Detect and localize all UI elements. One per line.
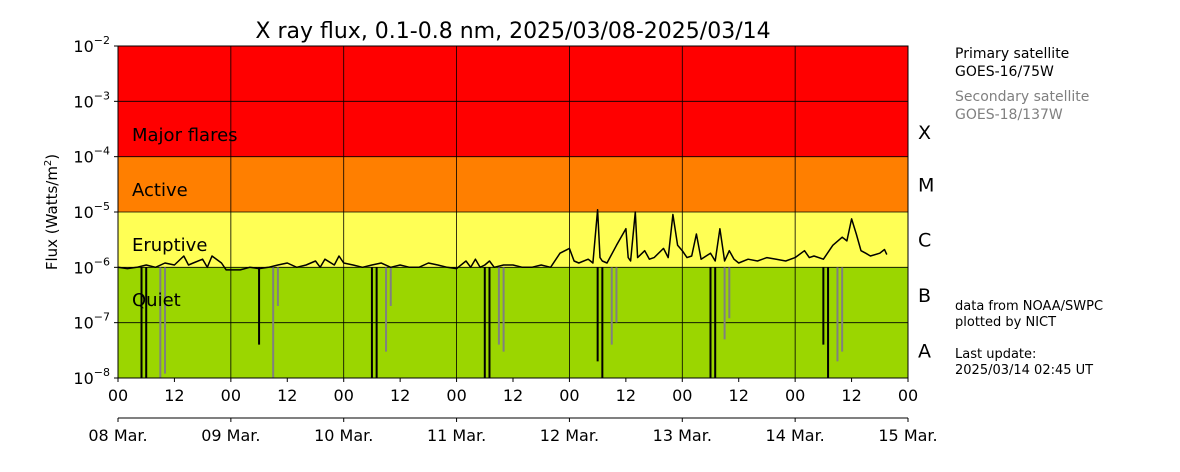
credit-data-source: data from NOAA/SWPC <box>955 299 1104 314</box>
y-tick-label-4: 10−4 <box>73 145 110 167</box>
band-1 <box>118 156 908 212</box>
y-tick-exp-0: −8 <box>94 366 110 379</box>
class-label-3: B <box>918 285 931 307</box>
y-tick-base-3: 10 <box>73 203 93 222</box>
y-tick-label-3: 10−5 <box>73 200 110 222</box>
x-tick-label-3: 12 <box>277 386 297 405</box>
y-tick-base-4: 10 <box>73 148 93 167</box>
x-tick-label-2: 00 <box>221 386 241 405</box>
x-tick-label-12: 00 <box>785 386 805 405</box>
band-label-2: Eruptive <box>132 235 207 256</box>
class-label-0: X <box>918 122 931 144</box>
x-tick-label-4: 00 <box>334 386 354 405</box>
date-label-0: 08 Mar. <box>88 426 147 445</box>
y-tick-label-1: 10−7 <box>73 311 110 333</box>
axis-labels: Major flaresActiveEruptiveQuietXMCBA10−8… <box>73 34 937 445</box>
date-label-6: 14 Mar. <box>766 426 825 445</box>
series-0-line <box>117 208 888 271</box>
x-tick-label-14: 00 <box>898 386 918 405</box>
secondary-satellite-name: GOES-18/137W <box>955 107 1063 123</box>
x-tick-label-10: 00 <box>672 386 692 405</box>
date-label-3: 11 Mar. <box>427 426 486 445</box>
band-label-0: Major flares <box>132 125 238 146</box>
chart-title: X ray flux, 0.1-0.8 nm, 2025/03/08-2025/… <box>255 19 770 44</box>
y-tick-exp-2: −6 <box>94 255 110 268</box>
x-tick-label-13: 12 <box>841 386 861 405</box>
y-tick-exp-1: −7 <box>94 311 110 324</box>
y-tick-label-0: 10−8 <box>73 366 110 388</box>
y-tick-exp-3: −5 <box>94 200 110 213</box>
y-axis-label-sup: 2 <box>43 160 54 166</box>
y-tick-base-2: 10 <box>73 258 93 277</box>
y-tick-label-5: 10−3 <box>73 89 110 111</box>
y-tick-base-1: 10 <box>73 314 93 333</box>
credit-plotted-by: plotted by NICT <box>955 315 1057 330</box>
date-label-7: 15 Mar. <box>878 426 937 445</box>
x-tick-label-6: 00 <box>446 386 466 405</box>
class-label-1: M <box>918 174 934 196</box>
date-label-2: 10 Mar. <box>314 426 373 445</box>
y-axis-label: Flux (Watts/m2) <box>43 154 61 270</box>
x-tick-label-5: 12 <box>390 386 410 405</box>
x-tick-label-9: 12 <box>616 386 636 405</box>
date-label-5: 13 Mar. <box>653 426 712 445</box>
band-2 <box>118 212 908 268</box>
last-update-label: Last update: <box>955 347 1037 362</box>
y-tick-exp-5: −3 <box>94 89 110 102</box>
y-tick-label-6: 10−2 <box>73 34 110 56</box>
x-tick-label-1: 12 <box>164 386 184 405</box>
primary-satellite-name: GOES-16/75W <box>955 64 1054 80</box>
x-tick-label-8: 00 <box>559 386 579 405</box>
x-tick-label-7: 12 <box>503 386 523 405</box>
grid-lines <box>118 46 908 378</box>
y-tick-exp-6: −2 <box>94 34 110 47</box>
y-axis-label-main: Flux (Watts/m <box>43 166 61 270</box>
class-label-4: A <box>918 340 931 362</box>
class-label-2: C <box>918 230 931 252</box>
y-tick-base-6: 10 <box>73 37 93 56</box>
band-label-3: Quiet <box>132 290 181 311</box>
y-tick-exp-4: −4 <box>94 145 110 158</box>
y-axis-label-end: ) <box>43 154 61 160</box>
primary-satellite-title: Primary satellite <box>955 46 1070 62</box>
y-tick-base-0: 10 <box>73 369 93 388</box>
x-tick-label-11: 12 <box>729 386 749 405</box>
date-label-4: 12 Mar. <box>540 426 599 445</box>
x-tick-label-0: 00 <box>108 386 128 405</box>
y-tick-label-2: 10−6 <box>73 255 110 277</box>
flux-series <box>117 208 888 378</box>
secondary-satellite-title: Secondary satellite <box>955 89 1090 105</box>
date-label-1: 09 Mar. <box>201 426 260 445</box>
last-update-time: 2025/03/14 02:45 UT <box>955 363 1094 378</box>
band-label-1: Active <box>132 180 188 201</box>
plot-frame <box>114 45 909 422</box>
y-tick-base-5: 10 <box>73 92 93 111</box>
